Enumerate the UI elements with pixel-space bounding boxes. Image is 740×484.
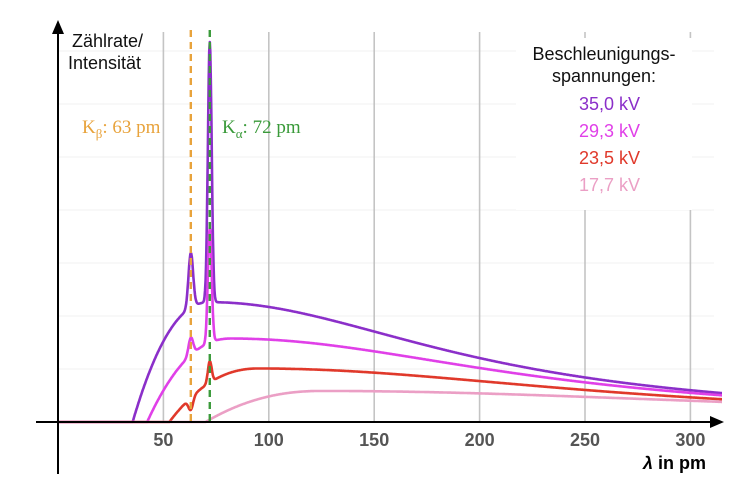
y-axis-label-line1: Zählrate/ <box>72 31 143 51</box>
annotation-value: : 63 pm <box>102 117 160 138</box>
y-axis-label-line2: Intensität <box>68 53 141 73</box>
x-axis-label-unit: in pm <box>653 453 706 473</box>
annotation-letter: K <box>82 117 96 138</box>
x-tick-label: 150 <box>359 430 389 450</box>
annotation-label: Kβ: 63 pm <box>82 117 161 141</box>
x-tick-label: 100 <box>254 430 284 450</box>
annotation-value: : 72 pm <box>243 117 301 138</box>
annotation-subscript: β <box>96 126 103 141</box>
legend-background <box>516 38 692 210</box>
series-line <box>57 226 723 424</box>
legend-entry: 29,3 kV <box>579 121 640 141</box>
x-axis-label: λ in pm <box>642 453 706 473</box>
legend: Beschleunigungs- spannungen: 35,0 kV 29,3… <box>516 38 692 210</box>
x-tick-label: 250 <box>570 430 600 450</box>
legend-entry: 23,5 kV <box>579 148 640 168</box>
x-tick-label: 50 <box>153 430 173 450</box>
legend-title-line1: Beschleunigungs- <box>532 44 675 64</box>
x-tick-label: 300 <box>675 430 705 450</box>
annotation-layer: Kβ: 63 pm Kα: 72 pm <box>82 30 301 424</box>
legend-title-line2: spannungen: <box>552 66 656 86</box>
legend-entry: 35,0 kV <box>579 94 640 114</box>
legend-entry: 17,7 kV <box>579 175 640 195</box>
annotation-subscript: α <box>236 126 243 141</box>
series-line <box>57 389 723 424</box>
x-axis-arrow <box>710 416 724 428</box>
x-axis-label-symbol: λ <box>642 453 653 473</box>
legend-entries: 35,0 kV 29,3 kV 23,5 kV 17,7 kV <box>579 94 640 195</box>
y-axis-arrow <box>52 20 64 34</box>
tick-layer: 50 100 150 200 250 300 <box>153 430 705 450</box>
x-tick-label: 200 <box>465 430 495 450</box>
annotation-label: Kα: 72 pm <box>222 117 301 141</box>
annotation-letter: K <box>222 117 236 138</box>
series-line <box>57 40 723 424</box>
